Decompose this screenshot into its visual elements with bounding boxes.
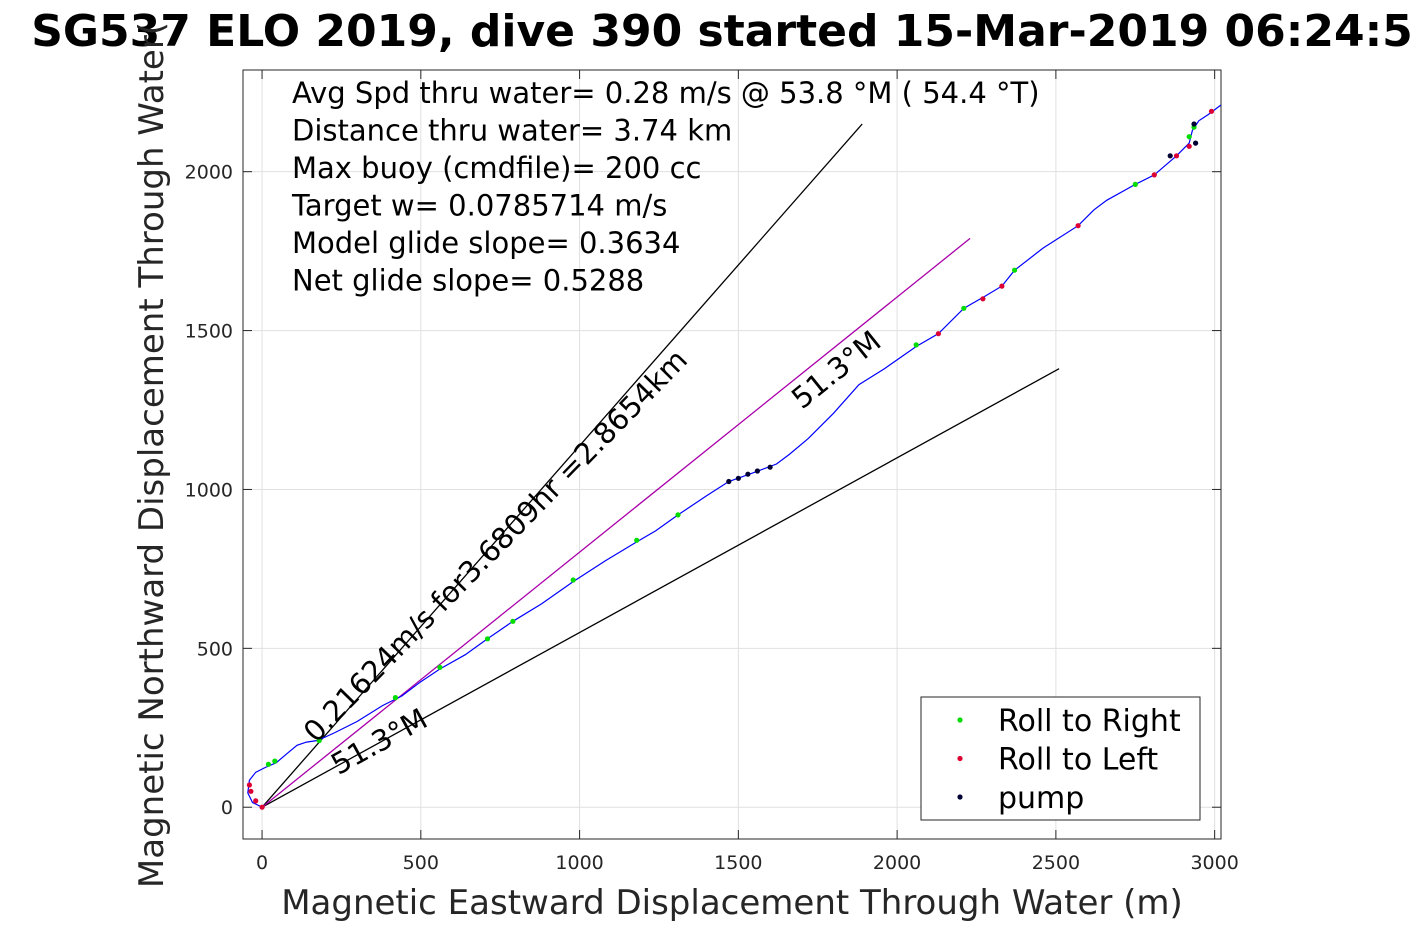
info-line: Net glide slope= 0.5288 [292,264,644,298]
y-tick-label: 1500 [185,321,233,343]
track-layer [247,104,1222,808]
x-axis-label: Magnetic Eastward Displacement Through W… [281,883,1183,923]
annotation-label: 0.21624m/s for3.6809hr =2.8654km [297,343,694,749]
legend-box [920,696,1201,821]
legend-label-pump: pump [998,781,1084,816]
info-line: Model glide slope= 0.3634 [292,226,680,260]
marker-roll-to-right [316,737,322,744]
marker-roll-to-right [675,512,681,518]
marker-roll-to-left [1186,143,1192,149]
marker-roll-to-right [484,636,491,642]
marker-pump [767,464,773,470]
marker-roll-to-left [1151,172,1157,178]
marker-pump [754,468,761,474]
info-line: Avg Spd thru water= 0.28 m/s @ 53.8 °M (… [292,76,1040,110]
marker-layer [246,108,1215,810]
marker-roll-to-left [253,798,259,804]
marker-pump [1193,140,1199,146]
y-tick-label: 1000 [185,479,233,501]
legend-marker-pump [957,794,963,800]
x-tick-label: 2000 [873,852,921,874]
marker-roll-to-right [570,577,576,583]
marker-roll-to-right [1186,134,1192,140]
x-tick-label: 3000 [1190,852,1238,874]
marker-roll-to-right [510,618,516,624]
info-line: Target w= 0.0785714 m/s [291,189,667,223]
marker-roll-to-right [272,758,278,764]
marker-roll-to-right [1132,181,1138,187]
legend-marker-roll-to-right [957,717,963,723]
x-tick-label: 500 [403,852,439,874]
reference-line-lower-bound [261,368,1060,808]
reference-lines [261,123,1060,808]
y-tick-label: 500 [197,638,233,660]
info-line: Max buoy (cmdfile)= 200 cc [292,151,701,185]
reference-line-net-track [261,237,971,808]
marker-roll-to-right [961,305,967,311]
marker-roll-to-left [259,804,265,810]
legend-label-roll-to-left: Roll to Left [998,743,1158,778]
marker-roll-to-right [1012,267,1018,273]
x-tick-label: 2500 [1032,852,1080,874]
legend-marker-roll-to-left [957,755,963,762]
y-axis-label: Magnetic Northward Displacement Through … [132,22,172,888]
legend-label-roll-to-right: Roll to Right [998,704,1181,739]
plot-area [242,69,1222,840]
marker-roll-to-right [634,537,640,543]
axis-ticks: 0 500 1000 1500 2000 2500 3000 0 500 1000 1500 2000 [185,70,1239,874]
marker-pump [745,471,751,477]
marker-roll-to-left [248,788,254,794]
marker-pump [735,475,742,481]
marker-roll-to-left [1208,108,1215,114]
marker-roll-to-left [1173,153,1180,159]
x-tick-label: 1500 [714,852,762,874]
grid [243,70,1221,839]
annotations: 0.21624m/s for3.6809hr =2.8654km51.3°M51… [297,324,888,782]
marker-roll-to-left [935,331,942,337]
marker-roll-to-left [999,283,1005,289]
marker-roll-to-right [265,761,271,767]
y-tick-label: 0 [221,797,233,819]
info-line: Distance thru water= 3.74 km [292,114,732,148]
y-tick-label: 2000 [185,162,233,184]
x-tick-label: 1000 [555,852,603,874]
marker-roll-to-left [246,782,252,788]
chart-title: SG537 ELO 2019, dive 390 started 15-Mar-… [31,6,1413,57]
glider-track-line [247,104,1222,808]
marker-roll-to-left [980,296,986,302]
marker-roll-to-right [913,342,919,348]
marker-roll-to-right [437,664,443,671]
marker-roll-to-left [1075,223,1081,229]
annotation-label: 51.3°M [785,324,887,416]
marker-pump [1167,153,1173,159]
info-text: Avg Spd thru water= 0.28 m/s @ 53.8 °M (… [291,76,1040,298]
marker-pump [1191,121,1197,127]
marker-roll-to-right [392,695,398,701]
reference-line-upper-bound [261,123,863,808]
x-tick-label: 0 [256,852,268,874]
marker-pump [726,478,732,485]
